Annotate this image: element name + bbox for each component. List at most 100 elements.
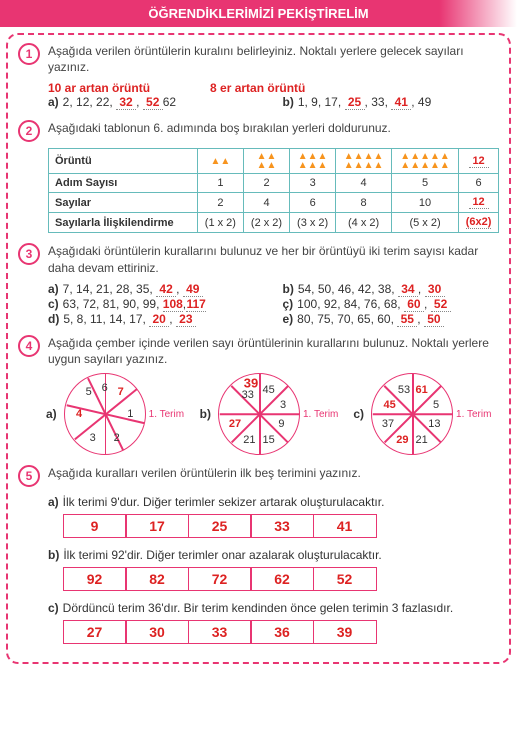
q3cc-v2: 52	[431, 297, 451, 312]
box-b5: 52	[313, 567, 377, 591]
rel-3: (3 x 2)	[290, 213, 336, 233]
terim-a: 1. Terim	[149, 409, 184, 420]
q3e-v2: 50	[424, 312, 444, 327]
box-c4: 36	[250, 620, 314, 644]
pc-21: 21	[412, 434, 432, 446]
q4b-lbl: b)	[200, 407, 211, 421]
q1b-tail2: 49	[418, 95, 431, 109]
q5c-rule: Dördüncü terim 36'dır. Bir terim kendind…	[63, 601, 454, 615]
step-5: 5	[391, 174, 458, 193]
box-b3: 72	[188, 567, 252, 591]
q1b-ans2: 41	[391, 95, 411, 110]
box-a4: 33	[250, 514, 314, 538]
box-a2: 17	[125, 514, 189, 538]
q3b-lbl: b)	[283, 282, 294, 296]
q1b-label: b)	[283, 95, 294, 109]
tri-3: ▲▲▲▲▲▲	[290, 149, 336, 174]
terim-b: 1. Terim	[303, 409, 338, 420]
pc-37: 37	[378, 418, 398, 430]
q3-number: 3	[18, 243, 40, 265]
q2-number: 2	[18, 120, 40, 142]
content-frame: 1 Aşağıda verilen örüntülerin kuralını b…	[6, 33, 511, 664]
th-iliski: Sayılarla İlişkilendirme	[49, 213, 198, 233]
tri-6-ans: 12	[469, 155, 489, 168]
pie-c: 45 53 61 5 13 21 29 37	[371, 373, 453, 455]
pattern-table: Örüntü ▲▲ ▲▲▲▲ ▲▲▲▲▲▲ ▲▲▲▲▲▲▲▲ ▲▲▲▲▲▲▲▲▲…	[48, 148, 499, 233]
q3c-v2: 117	[186, 297, 206, 312]
q3cc-seq: 100, 92, 84, 76, 68,	[297, 297, 400, 311]
pa-2: 2	[107, 432, 127, 444]
q1a-tail: 62	[163, 95, 176, 109]
pie-a: 5 6 7 1 2 3 4	[64, 373, 146, 455]
pc-29: 29	[392, 434, 412, 446]
step-4: 4	[336, 174, 392, 193]
q3b-v1: 34	[398, 282, 418, 297]
q5b-rule: İlk terimi 92'dir. Diğer terimler onar a…	[63, 548, 381, 562]
step-1: 1	[197, 174, 243, 193]
tri-5: ▲▲▲▲▲▲▲▲▲▲	[391, 149, 458, 174]
q3b-v2: 30	[425, 282, 445, 297]
q3b-seq: 54, 50, 46, 42, 38,	[298, 282, 395, 296]
pb-45: 45	[259, 384, 279, 396]
pc-61: 61	[412, 384, 432, 396]
q3a-v2: 49	[183, 282, 203, 297]
q1a-label: a)	[48, 95, 59, 109]
q5b-lbl: b)	[48, 548, 59, 562]
box-c2: 30	[125, 620, 189, 644]
box-c3: 33	[188, 620, 252, 644]
pa-7: 7	[111, 386, 131, 398]
pb-33: 33	[238, 389, 258, 401]
q5a-boxes: 917253341	[64, 514, 499, 538]
q4-number: 4	[18, 335, 40, 357]
box-a1: 9	[63, 514, 127, 538]
rel-4: (4 x 2)	[336, 213, 392, 233]
q5c-boxes: 2730333639	[64, 620, 499, 644]
step-2: 2	[243, 174, 289, 193]
th-adim: Adım Sayısı	[49, 174, 198, 193]
q3e-v1: 55	[397, 312, 417, 327]
pa-1: 1	[120, 408, 140, 420]
q5-text: Aşağıda kuralları verilen örüntülerin il…	[48, 465, 499, 481]
pb-9: 9	[271, 418, 291, 430]
q3d-v2: 23	[176, 312, 196, 327]
q3d-seq: 5, 8, 11, 14, 17,	[63, 312, 146, 326]
q5a-rule: İlk terimi 9'dur. Diğer terimler sekizer…	[63, 495, 385, 509]
q3c-lbl: c)	[48, 297, 59, 311]
rel-1: (1 x 2)	[197, 213, 243, 233]
box-b1: 92	[63, 567, 127, 591]
tri-4: ▲▲▲▲▲▲▲▲	[336, 149, 392, 174]
terim-c: 1. Terim	[456, 409, 491, 420]
pc-45: 45	[380, 399, 400, 411]
th-oruntu: Örüntü	[49, 149, 198, 174]
tri-1: ▲▲	[197, 149, 243, 174]
box-c1: 27	[63, 620, 127, 644]
page-header: ÖĞRENDİKLERİMİZİ PEKİŞTİRELİM	[0, 0, 517, 27]
box-b4: 62	[250, 567, 314, 591]
rel-5: (5 x 2)	[391, 213, 458, 233]
box-b2: 82	[125, 567, 189, 591]
q1b-seq: 1, 9, 17,	[298, 95, 341, 109]
q3d-v1: 20	[149, 312, 169, 327]
q1-number: 1	[18, 43, 40, 65]
step-6: 6	[459, 174, 499, 193]
step-3: 3	[290, 174, 336, 193]
pa-3: 3	[83, 432, 103, 444]
q3c-seq: 63, 72, 81, 90, 99,	[63, 297, 160, 311]
q1-text: Aşağıda verilen örüntülerin kuralını bel…	[48, 43, 499, 75]
q1-rule1: 10 ar artan örüntü	[48, 81, 150, 95]
q3a-seq: 7, 14, 21, 28, 35,	[63, 282, 153, 296]
q3e-lbl: e)	[283, 312, 294, 326]
q5c-lbl: c)	[48, 601, 59, 615]
q3e-seq: 80, 75, 70, 65, 60,	[297, 312, 394, 326]
q4a-lbl: a)	[46, 407, 57, 421]
box-c5: 39	[313, 620, 377, 644]
q3a-lbl: a)	[48, 282, 59, 296]
cnt-1: 2	[197, 193, 243, 213]
q1b-ans1: 25	[345, 95, 365, 110]
pb-15: 15	[259, 434, 279, 446]
th-sayilar: Sayılar	[49, 193, 198, 213]
q1b-tail: 33,	[371, 95, 388, 109]
q5-number: 5	[18, 465, 40, 487]
q1a-seq: 2, 12, 22,	[63, 95, 113, 109]
pc-5: 5	[426, 399, 446, 411]
